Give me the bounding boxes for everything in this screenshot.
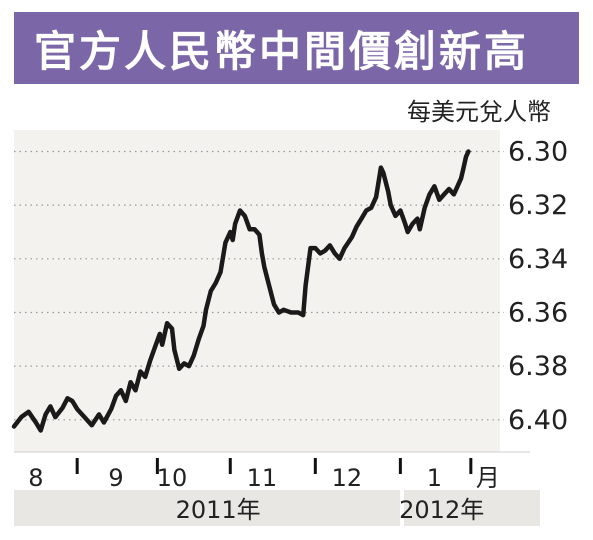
y-tick-label: 6.34 [508, 244, 568, 275]
y-tick-label: 6.40 [508, 405, 568, 436]
y-axis-ticks: 6.30 6.32 6.34 6.36 6.38 6.40 [508, 136, 568, 435]
chart-title-bar: 官方人民幣中間價創新高 [14, 12, 579, 84]
y-tick-label: 6.32 [508, 190, 568, 221]
x-tick-label: 1 [427, 464, 442, 492]
y-tick-label: 6.38 [508, 351, 568, 382]
series-line-exchange-rate [11, 149, 471, 433]
y-tick-label: 6.30 [508, 136, 568, 167]
x-tick-label: 9 [108, 464, 123, 492]
year-label: 2012年 [399, 496, 484, 524]
plot-background [14, 130, 500, 452]
gridlines [14, 150, 504, 421]
x-tick-label: 月 [476, 464, 500, 492]
year-band [14, 490, 400, 526]
x-tick-label: 11 [247, 464, 278, 492]
x-tick-label: 8 [28, 464, 43, 492]
y-axis-unit-label: 每美元兌人幣 [407, 98, 551, 126]
x-tick-label: 12 [332, 464, 363, 492]
chart-title: 官方人民幣中間價創新高 [34, 26, 530, 76]
y-tick-label: 6.36 [508, 297, 568, 328]
year-label: 2011年 [176, 496, 261, 524]
year-labels: 2011年 2012年 [14, 490, 540, 526]
x-axis-ticks: 8 9 10 11 12 1 月 [28, 458, 500, 492]
x-tick-label: 10 [157, 464, 188, 492]
year-band [404, 490, 540, 526]
